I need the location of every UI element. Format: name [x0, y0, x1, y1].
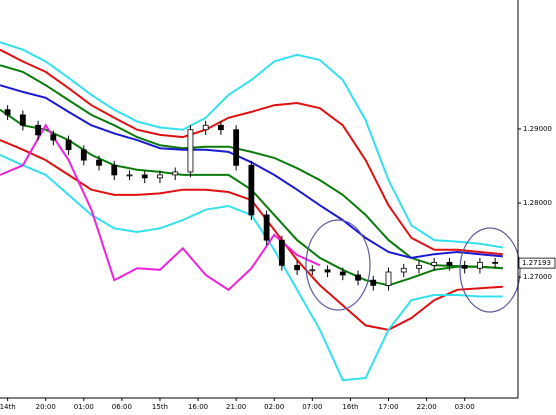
- last-price-label: 1.27193: [522, 259, 551, 267]
- candle-body: [431, 261, 438, 266]
- candle-body: [263, 214, 270, 241]
- axes: 1.29000 1.28000 1.27000 14th 20:00 01:00 06:00…: [0, 125, 556, 411]
- highlight-ellipse: [305, 219, 371, 311]
- candle-body: [492, 261, 499, 264]
- x-tick-label: 16th: [342, 403, 358, 411]
- x-tick-label: 07:00: [302, 403, 322, 411]
- candle-body: [248, 164, 255, 216]
- candle-body: [446, 261, 453, 266]
- candle-body: [400, 267, 407, 273]
- x-tick-label: 15th: [152, 403, 168, 411]
- candle-body: [324, 269, 331, 273]
- candle-body: [370, 279, 377, 286]
- candle-body: [172, 171, 179, 176]
- candle-body: [385, 271, 392, 286]
- candle-body: [187, 129, 194, 173]
- candle-body: [4, 109, 11, 116]
- x-tick-label: 14th: [0, 403, 16, 411]
- candle-body: [461, 264, 468, 269]
- highlight-ellipse: [459, 227, 521, 313]
- candle-body: [355, 274, 361, 281]
- candle-body: [309, 269, 316, 272]
- candle-body: [35, 124, 41, 136]
- indicator-line: [0, 64, 503, 270]
- x-tick-label: 06:00: [112, 403, 132, 411]
- x-tick-label: 21:00: [226, 403, 246, 411]
- candle-body: [339, 271, 346, 276]
- y-tick-label: 1.27000: [523, 273, 552, 281]
- candle-body: [477, 261, 483, 269]
- candle-body: [294, 264, 300, 271]
- x-tick-label: 03:00: [455, 403, 475, 411]
- candle-body: [50, 134, 57, 141]
- candle-body: [218, 124, 224, 131]
- candle-body: [126, 174, 133, 177]
- y-tick-label: 1.28000: [523, 199, 552, 207]
- y-tick-label: 1.29000: [523, 125, 552, 133]
- x-tick-label: 22:00: [416, 403, 436, 411]
- candle-body: [233, 129, 240, 166]
- indicator-line: [0, 48, 503, 256]
- candle-body: [157, 174, 163, 179]
- candle-body: [141, 174, 148, 179]
- x-tick-label: 20:00: [36, 403, 56, 411]
- x-tick-label: 01:00: [74, 403, 94, 411]
- candle-body: [96, 159, 102, 166]
- candle-body: [416, 264, 422, 269]
- indicator-line: [0, 41, 503, 249]
- x-tick-label: 16:00: [188, 403, 208, 411]
- x-tick-label: 02:00: [264, 403, 284, 411]
- candle-body: [65, 139, 72, 151]
- candle-body: [19, 114, 26, 126]
- x-tick-label: 17:00: [378, 403, 398, 411]
- candle-body: [278, 239, 285, 266]
- candles: [4, 105, 499, 291]
- candle-body: [111, 164, 118, 176]
- candle-body: [80, 149, 87, 161]
- last-price-box: [518, 257, 556, 269]
- candle-body: [202, 124, 209, 131]
